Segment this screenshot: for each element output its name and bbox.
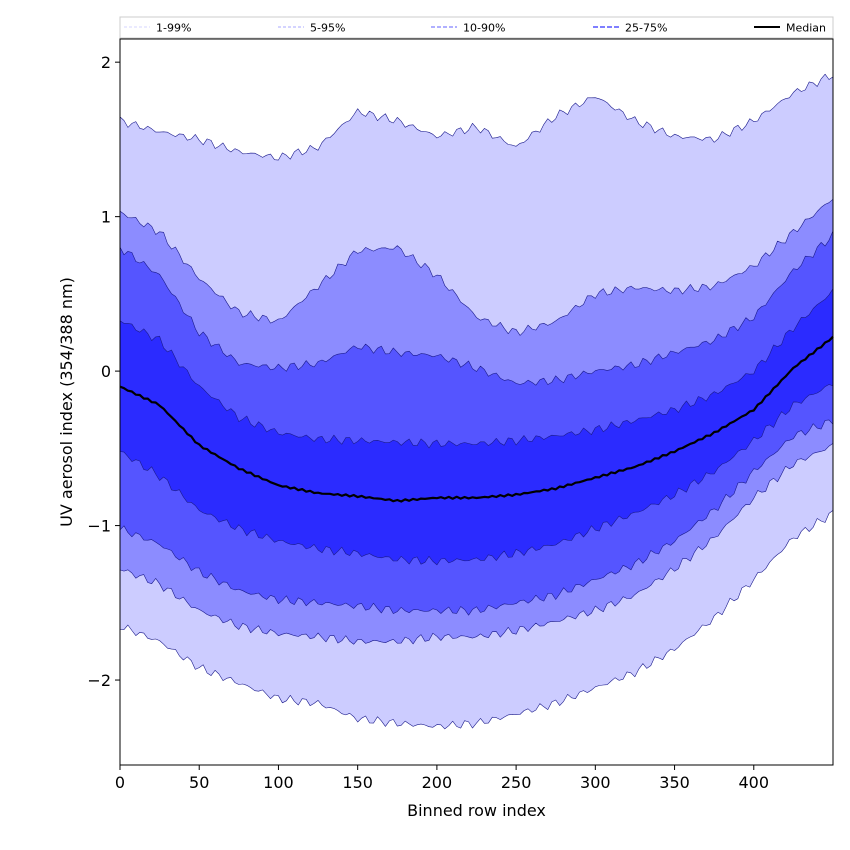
median-line (119, 335, 834, 503)
x-tick-label: 300 (580, 773, 611, 792)
y-tick-label: 2 (101, 53, 111, 72)
legend-label-5-95: 5-95% (310, 22, 345, 35)
y-axis-title: UV aerosol index (354/388 nm) (57, 277, 76, 527)
legend-label-1-99: 1-99% (156, 22, 191, 35)
x-tick-label: 0 (115, 773, 125, 792)
y-tick-label: 0 (101, 362, 111, 381)
x-tick-label: 200 (422, 773, 453, 792)
x-axis: 0 50 100 150 200 250 300 350 400 (115, 765, 769, 792)
legend-label-10-90: 10-90% (463, 22, 505, 35)
legend: 1-99% 5-95% 10-90% 25-75% Median (119, 16, 834, 39)
plot-frame (119, 38, 834, 766)
legend-box (119, 16, 834, 39)
legend-label-25-75: 25-75% (625, 22, 667, 35)
y-axis: −2 −1 0 1 2 (87, 53, 120, 690)
x-tick-label: 50 (189, 773, 209, 792)
legend-label-median: Median (786, 22, 826, 35)
y-tick-label: −2 (87, 671, 111, 690)
percentile-bands (119, 73, 834, 730)
x-tick-label: 350 (659, 773, 690, 792)
median-layer (119, 335, 834, 503)
x-tick-label: 250 (501, 773, 532, 792)
x-tick-label: 150 (342, 773, 373, 792)
x-tick-label: 100 (263, 773, 294, 792)
x-tick-label: 400 (739, 773, 770, 792)
y-tick-label: 1 (101, 208, 111, 227)
y-tick-label: −1 (87, 517, 111, 536)
x-axis-title: Binned row index (407, 801, 546, 820)
